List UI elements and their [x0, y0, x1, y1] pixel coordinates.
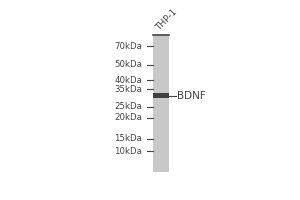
- Text: 35kDa: 35kDa: [114, 85, 142, 94]
- Text: 20kDa: 20kDa: [114, 113, 142, 122]
- Text: 15kDa: 15kDa: [114, 134, 142, 143]
- Text: THP-1: THP-1: [154, 8, 179, 32]
- Text: 70kDa: 70kDa: [114, 42, 142, 51]
- Text: 50kDa: 50kDa: [114, 60, 142, 69]
- Bar: [153, 35, 169, 172]
- Bar: [153, 93, 169, 98]
- Text: 40kDa: 40kDa: [114, 76, 142, 85]
- Text: 10kDa: 10kDa: [114, 147, 142, 156]
- Text: 25kDa: 25kDa: [114, 102, 142, 111]
- Text: BDNF: BDNF: [177, 91, 206, 101]
